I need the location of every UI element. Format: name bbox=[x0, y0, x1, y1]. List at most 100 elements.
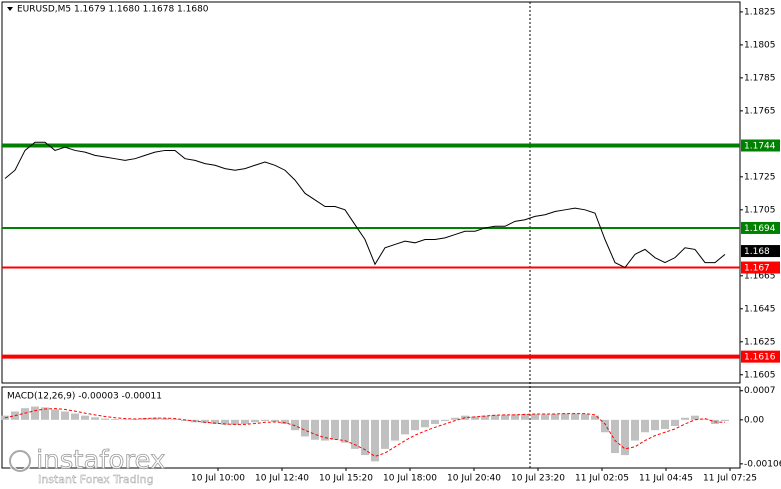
macd-bar bbox=[691, 415, 699, 420]
macd-bar bbox=[331, 419, 339, 440]
macd-bar bbox=[221, 419, 229, 425]
macd-bar bbox=[601, 419, 609, 433]
macd-bar bbox=[591, 415, 599, 420]
macd-bar bbox=[161, 418, 169, 420]
macd-bar bbox=[251, 419, 259, 423]
logo: instaforex Instant Forex Trading bbox=[8, 445, 166, 486]
macd-bar bbox=[671, 419, 679, 427]
macd-bar bbox=[301, 419, 309, 437]
macd-bar bbox=[381, 419, 389, 449]
macd-bar bbox=[501, 414, 509, 420]
macd-bar bbox=[61, 411, 69, 420]
y-tick-label: 1.1605 bbox=[744, 370, 776, 380]
macd-bar bbox=[91, 417, 99, 420]
y-tick-label: 1.1785 bbox=[744, 73, 776, 83]
macd-bar bbox=[531, 414, 539, 420]
x-tick-label: 10 Jul 10:00 bbox=[191, 474, 245, 484]
macd-bar bbox=[201, 419, 209, 424]
macd-bar bbox=[391, 419, 399, 441]
macd-bar bbox=[661, 419, 669, 429]
macd-bar bbox=[231, 419, 239, 425]
macd-bar bbox=[271, 419, 279, 422]
macd-bar bbox=[111, 418, 119, 420]
macd-bar bbox=[521, 414, 529, 420]
macd-bar bbox=[371, 419, 379, 462]
macd-bar bbox=[151, 417, 159, 420]
y-tick-label: 1.1805 bbox=[744, 40, 776, 50]
macd-bar bbox=[721, 419, 729, 422]
macd-bar bbox=[441, 419, 449, 422]
x-tick-label: 11 Jul 02:05 bbox=[575, 474, 629, 484]
level-label-box bbox=[741, 261, 780, 274]
y-tick-label: 1.1765 bbox=[744, 106, 776, 116]
level-label: 1.168 bbox=[744, 247, 770, 257]
level-label-box bbox=[741, 139, 780, 152]
y-tick-label: 1.1625 bbox=[744, 337, 776, 347]
y-tick-label: 0.0007 bbox=[744, 386, 776, 396]
macd-bar bbox=[121, 419, 129, 420]
macd-bar bbox=[581, 414, 589, 420]
x-tick-label: 10 Jul 18:00 bbox=[383, 474, 437, 484]
macd-bar bbox=[451, 417, 459, 420]
macd-bar bbox=[311, 419, 319, 440]
level-label: 1.1694 bbox=[744, 224, 776, 234]
macd-bar bbox=[211, 419, 219, 424]
signal-line bbox=[4, 408, 726, 457]
menu-arrow bbox=[7, 7, 13, 11]
x-tick-label: 10 Jul 12:40 bbox=[255, 474, 309, 484]
macd-bar bbox=[321, 419, 329, 441]
macd-bar bbox=[181, 419, 189, 422]
level-label-box bbox=[741, 350, 780, 363]
macd-bar bbox=[551, 414, 559, 420]
macd-bar bbox=[421, 419, 429, 428]
macd-bar bbox=[541, 414, 549, 420]
macd-bar bbox=[611, 419, 619, 454]
y-tick-label: 0.00 bbox=[744, 415, 764, 425]
plot-layer: 1.1825 1.1805 1.1785 1.1765 1.1725 1.1705 1.16… bbox=[1, 7, 781, 484]
price-line bbox=[4, 141, 726, 269]
macd-bar bbox=[71, 413, 79, 420]
macd-bar bbox=[261, 419, 269, 422]
level-label: 1.167 bbox=[744, 264, 770, 274]
macd-bar bbox=[641, 419, 649, 433]
macd-title: MACD(12,26,9) -0.00003 -0.00011 bbox=[7, 392, 162, 402]
macd-bar bbox=[561, 413, 569, 420]
macd-bar bbox=[281, 419, 289, 424]
macd-bar bbox=[101, 418, 109, 420]
x-tick-label: 10 Jul 23:20 bbox=[511, 474, 565, 484]
macd-bar bbox=[31, 406, 39, 420]
macd-bar bbox=[431, 419, 439, 424]
main-panel bbox=[1, 1, 741, 384]
y-tick-label: 1.1665 bbox=[744, 271, 776, 281]
y-tick-label: 1.1825 bbox=[744, 7, 776, 17]
y-tick-label: 1.1705 bbox=[744, 205, 776, 215]
macd-bar bbox=[361, 419, 369, 456]
macd-bar bbox=[651, 419, 659, 431]
y-tick-label: -0.00106 bbox=[744, 459, 781, 469]
macd-bar bbox=[411, 419, 419, 431]
x-tick-label: 11 Jul 04:45 bbox=[639, 474, 693, 484]
macd-bar bbox=[511, 414, 519, 420]
macd-bar bbox=[491, 414, 499, 420]
macd-bar bbox=[241, 419, 249, 424]
level-label: 1.1744 bbox=[744, 141, 776, 151]
y-tick-label: 1.1645 bbox=[744, 304, 776, 314]
macd-bar bbox=[21, 408, 29, 420]
macd-bar bbox=[401, 419, 409, 435]
macd-bar bbox=[571, 413, 579, 420]
macd-bar bbox=[81, 415, 89, 420]
macd-bar bbox=[341, 419, 349, 443]
x-tick-label: 10 Jul 15:20 bbox=[319, 474, 373, 484]
level-label: 1.1616 bbox=[744, 353, 776, 363]
macd-bar bbox=[471, 416, 479, 420]
macd-bar bbox=[481, 415, 489, 420]
macd-bar bbox=[41, 407, 49, 420]
logo-tagline: Instant Forex Trading bbox=[38, 473, 154, 486]
macd-bar bbox=[51, 409, 59, 420]
macd-bar bbox=[681, 417, 689, 420]
macd-bar bbox=[621, 419, 629, 456]
macd-bar bbox=[631, 419, 639, 441]
macd-bar bbox=[291, 419, 299, 431]
logo-name: instaforex bbox=[36, 446, 165, 476]
